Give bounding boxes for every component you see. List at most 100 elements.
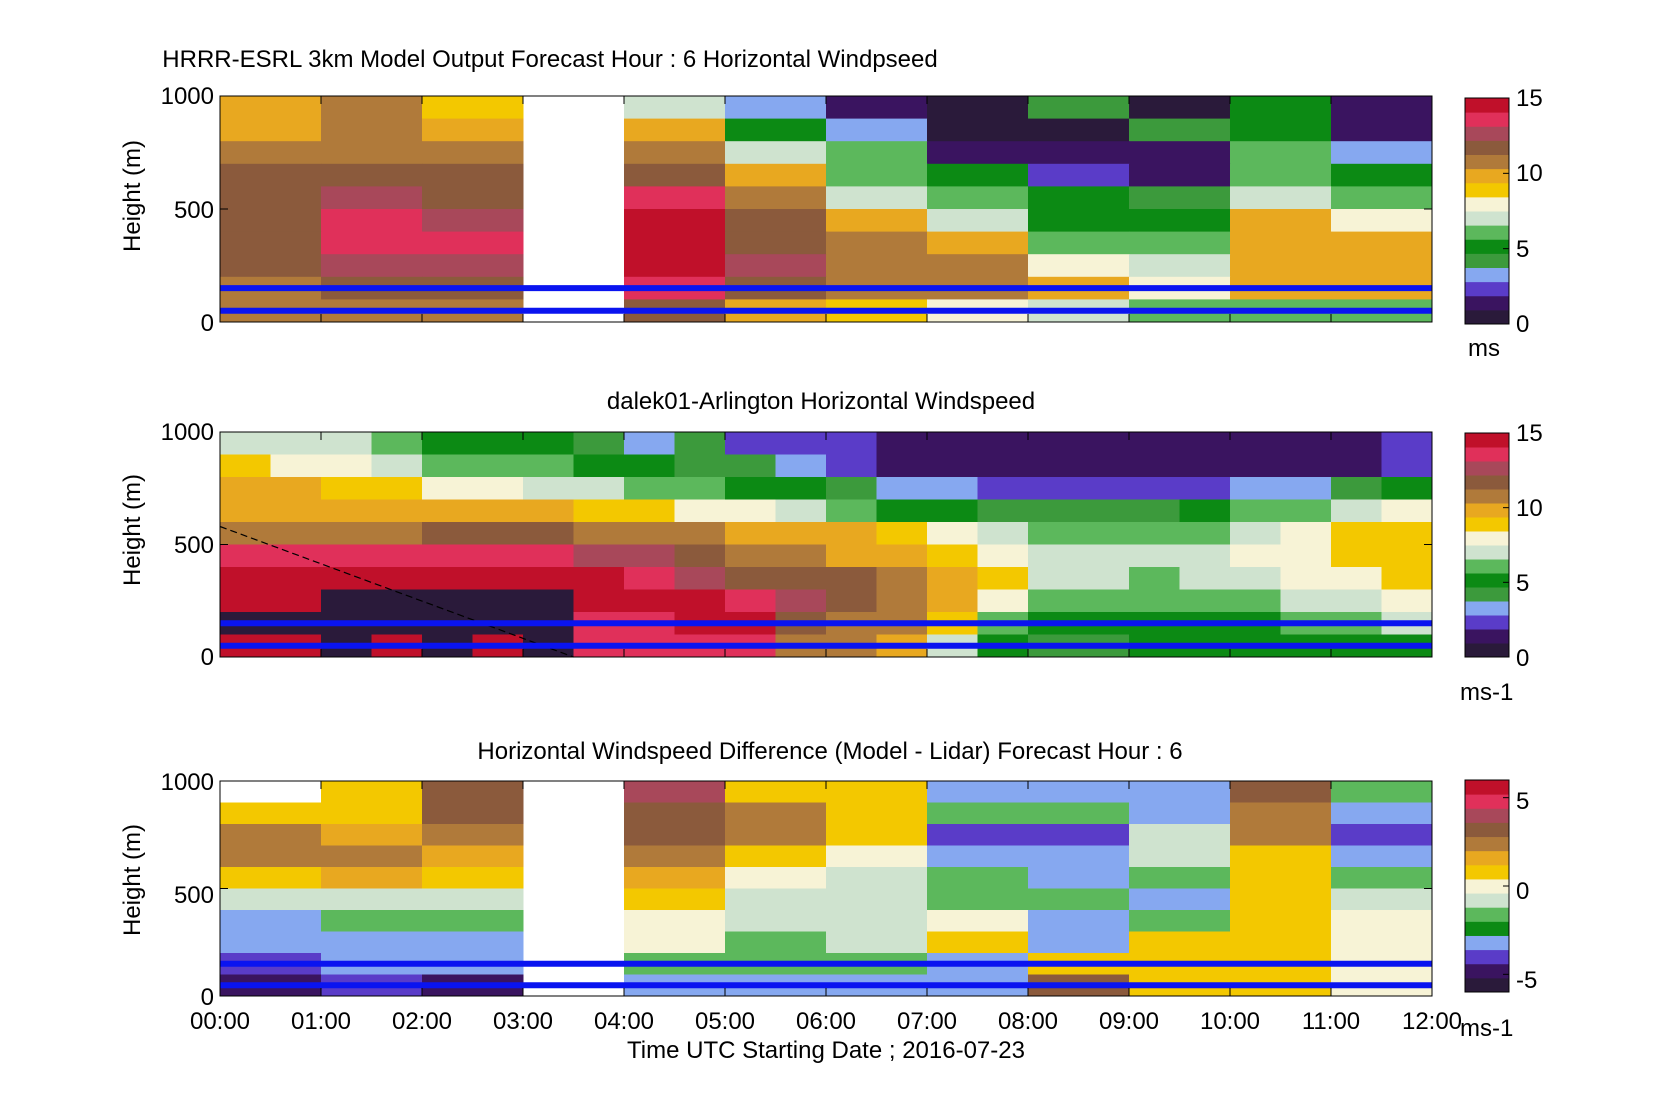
heatmap-cell: [1230, 499, 1281, 523]
heatmap-cell: [725, 118, 827, 142]
heatmap-cell: [422, 499, 473, 523]
colorbar-swatch: [1465, 225, 1509, 240]
heatmap-cell: [321, 141, 423, 165]
reference-lines: [220, 960, 1432, 989]
heatmap-cell: [1129, 522, 1180, 545]
colorbar-swatch: [1465, 559, 1509, 574]
heatmap-cell: [1230, 931, 1332, 954]
heatmap-cell: [1129, 254, 1231, 278]
heatmap-cell: [624, 96, 726, 120]
heatmap-cell: [927, 454, 978, 478]
x-ticks: [219, 95, 1433, 323]
colorbar-swatch: [1465, 587, 1509, 602]
heatmap-cell: [674, 567, 726, 590]
panel-title: HRRR-ESRL 3km Model Output Forecast Hour…: [162, 46, 937, 73]
heatmap-cell: [220, 231, 322, 255]
heatmap-cell: [523, 589, 574, 613]
heatmap-cell: [725, 589, 776, 613]
heatmap-cell: [1230, 96, 1332, 120]
heatmap-cell: [1230, 141, 1332, 165]
heatmap-cell: [1179, 522, 1231, 545]
colorbar-swatch: [1465, 573, 1509, 588]
heatmap-cell: [826, 931, 928, 954]
panel-difference: Horizontal Windspeed Difference (Model -…: [119, 738, 1537, 1042]
colorbar-swatch: [1465, 601, 1509, 616]
heatmap-cell: [1381, 477, 1433, 500]
heatmap-cell: [1129, 931, 1231, 954]
colorbar-swatch: [1465, 822, 1509, 838]
colorbar-tick-label: 0: [1516, 645, 1529, 672]
x-tick-label: 01:00: [291, 1008, 351, 1035]
heatmap-cell: [725, 231, 827, 255]
heatmap-cell: [472, 567, 524, 590]
reference-lines: [220, 620, 1432, 649]
heatmap-cell: [927, 96, 1029, 120]
heatmap-cell: [1331, 544, 1382, 568]
heatmap-cell: [725, 141, 827, 165]
heatmap-cell: [725, 824, 827, 846]
colorbar-swatch: [1465, 780, 1509, 795]
heatmap-cell: [1179, 432, 1231, 455]
heatmap-cell: [1028, 867, 1130, 889]
heatmap-cell: [422, 567, 473, 590]
heatmap-cell: [927, 781, 1029, 803]
heatmap-cell: [1129, 163, 1231, 187]
heatmap-cell: [725, 96, 827, 120]
heatmap-cell: [1129, 867, 1231, 889]
heatmap-cell: [472, 477, 524, 500]
heatmap-cell: [321, 845, 423, 868]
heatmap-cell: [1078, 432, 1130, 455]
heatmap-cell: [977, 477, 1029, 500]
heatmap-cell: [927, 499, 978, 523]
heatmap-cell: [1078, 589, 1130, 613]
heatmap-cell: [826, 888, 928, 911]
heatmap-cell: [1230, 910, 1332, 932]
colorbar-swatch: [1465, 629, 1509, 644]
colorbar-swatch: [1465, 211, 1509, 226]
heatmap-cell: [927, 254, 1029, 278]
heatmap-cell: [725, 567, 776, 590]
heatmap-cell: [1331, 567, 1382, 590]
y-tick-label: 0: [201, 644, 214, 671]
heatmap-cell: [1381, 522, 1433, 545]
heatmap-cell: [321, 186, 423, 210]
heatmap-cell: [1280, 544, 1332, 568]
colorbar-tick-label: 5: [1516, 570, 1529, 597]
heatmap-cell: [1230, 254, 1332, 278]
heatmap-cell: [977, 567, 1029, 590]
x-tick-label: 06:00: [796, 1008, 856, 1035]
x-tick-label: 09:00: [1099, 1008, 1159, 1035]
colorbar-tick-label: 0: [1516, 311, 1529, 338]
heatmap-cell: [624, 163, 726, 187]
heatmap-cell: [1129, 567, 1180, 590]
heatmap-cell: [1331, 781, 1433, 803]
heatmap-cell: [725, 867, 827, 889]
heatmap-cell: [977, 522, 1029, 545]
heatmap-cell: [826, 910, 928, 932]
heatmap-cell: [1078, 454, 1130, 478]
heatmap-cell: [422, 141, 524, 165]
x-tick-label: 12:00: [1402, 1008, 1462, 1035]
heatmap-cell: [472, 499, 524, 523]
colorbar-swatch: [1465, 935, 1509, 951]
heatmap-cell: [876, 432, 928, 455]
colorbar-swatch: [1465, 545, 1509, 560]
heatmap-cell: [876, 454, 928, 478]
heatmap-cell: [927, 910, 1029, 932]
heatmap-cell: [321, 544, 372, 568]
heatmap-cell: [1129, 888, 1231, 911]
colorbar-swatch: [1465, 977, 1509, 993]
heatmap-cell: [321, 432, 372, 455]
heatmap-cell: [826, 589, 877, 613]
heatmap-cell: [1129, 845, 1231, 868]
y-tick-label: 1000: [161, 83, 214, 110]
colorbar-swatch: [1465, 239, 1509, 254]
heatmap-cell: [321, 163, 423, 187]
heatmap-cell: [422, 781, 524, 803]
heatmap-cell: [826, 781, 928, 803]
y-tick-label: 500: [174, 532, 214, 559]
heatmap-cell: [1331, 522, 1382, 545]
colorbar-swatch: [1465, 531, 1509, 546]
heatmap-cell: [1129, 802, 1231, 825]
heatmap-cell: [1230, 118, 1332, 142]
